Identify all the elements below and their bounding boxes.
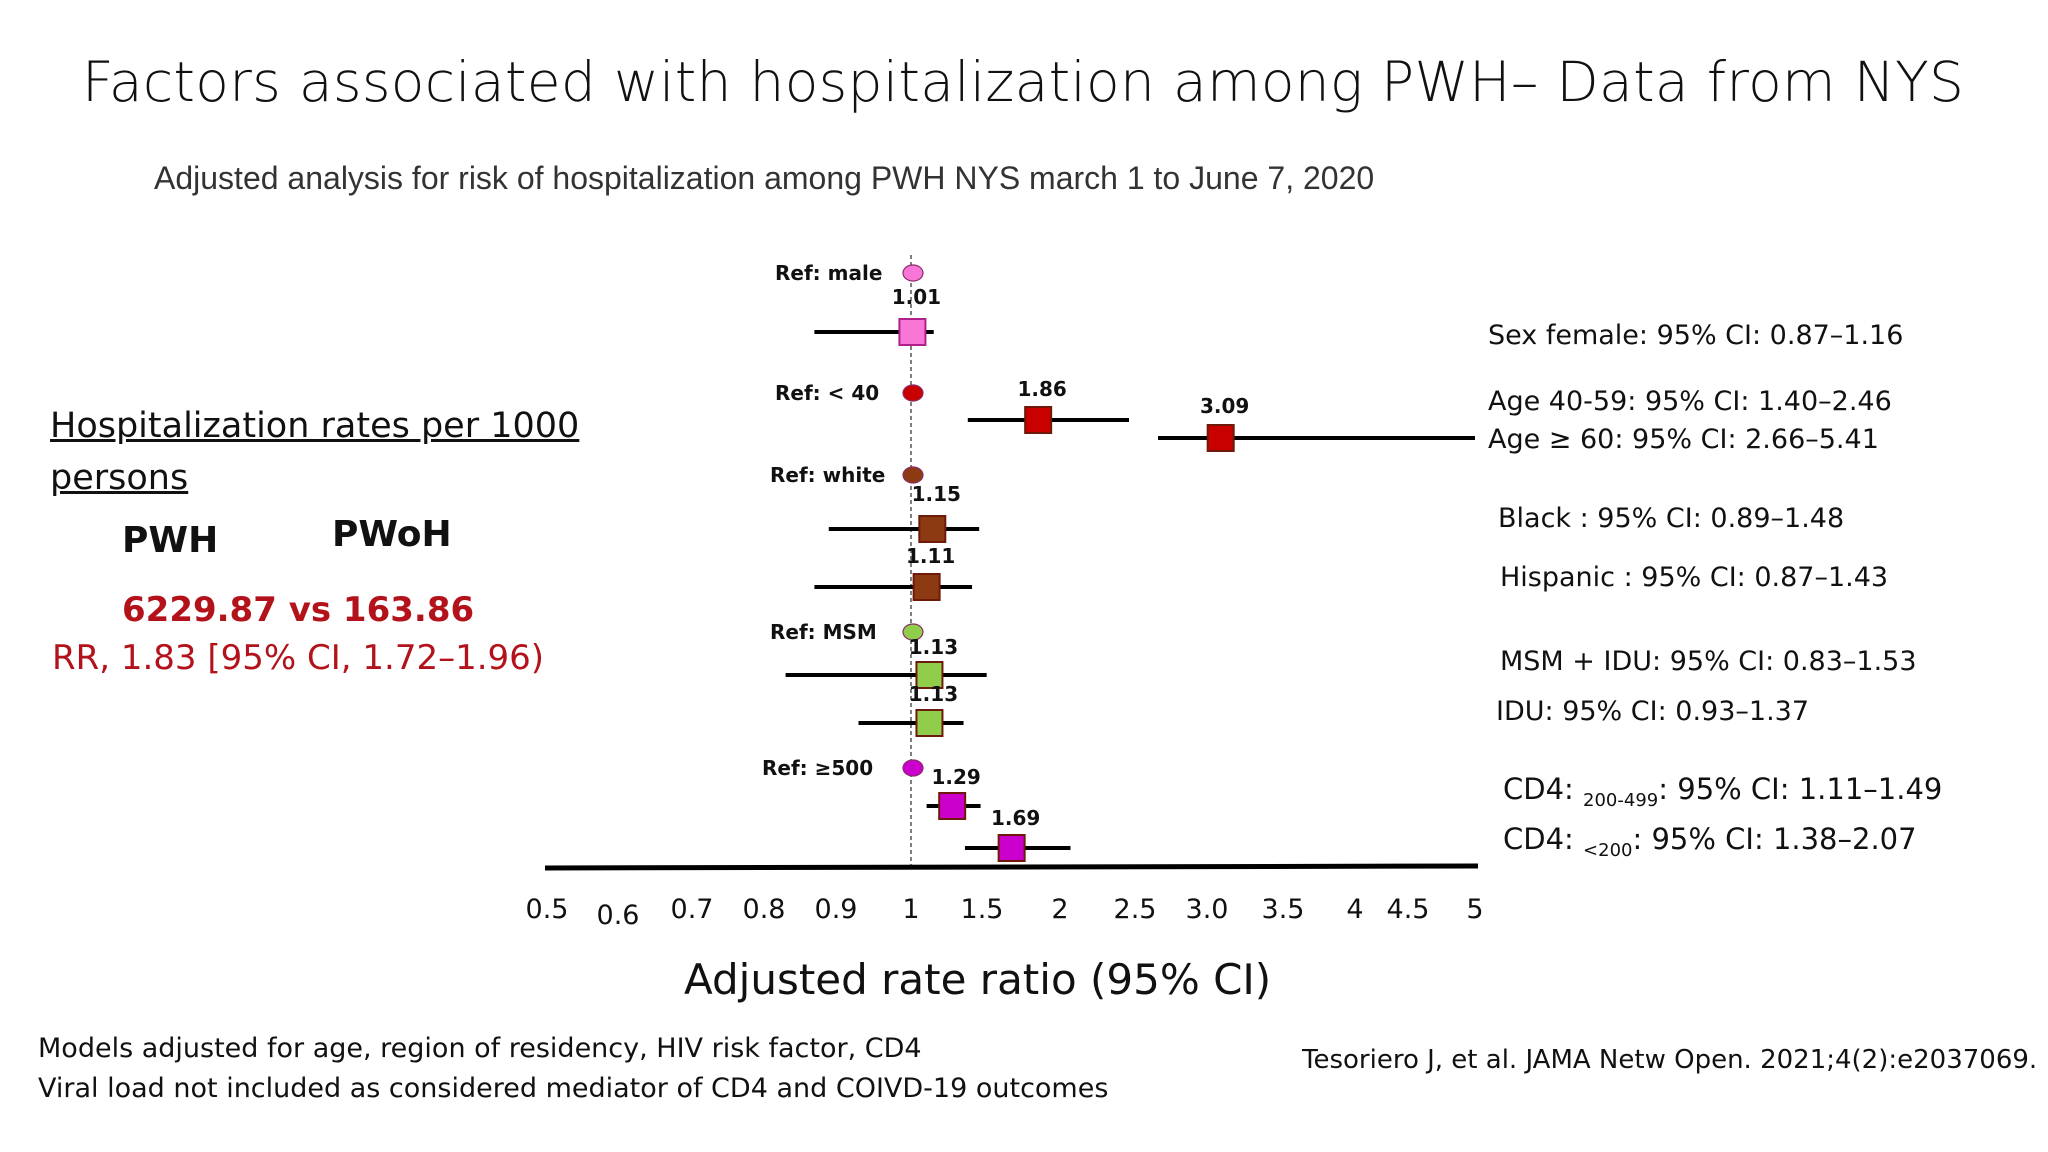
x-tick-label: 0.5 (526, 894, 569, 925)
ci-cd4-under-200: CD4: <200: 95% CI: 1.38–2.07 (1503, 822, 1917, 861)
ci-hispanic: Hispanic : 95% CI: 0.87–1.43 (1500, 562, 1889, 593)
estimate-marker (938, 792, 967, 820)
estimate-label: 1.15 (912, 482, 961, 506)
reference-marker (902, 384, 924, 402)
ci-black: Black : 95% CI: 0.89–1.48 (1498, 503, 1845, 534)
ci-idu: IDU: 95% CI: 0.93–1.37 (1496, 696, 1810, 727)
x-tick-label: 4.5 (1387, 894, 1430, 925)
x-axis-line (544, 863, 1479, 871)
ci-age-60: Age ≥ 60: 95% CI: 2.66–5.41 (1488, 424, 1879, 455)
reference-label: Ref: MSM (770, 620, 877, 644)
reference-marker (902, 466, 924, 484)
x-tick-label: 1.5 (961, 894, 1004, 925)
x-tick-label: 0.8 (743, 894, 786, 925)
rate-ratio-text: RR, 1.83 [95% CI, 1.72–1.96) (52, 638, 545, 678)
ci-sex-female: Sex female: 95% CI: 0.87–1.16 (1488, 320, 1904, 351)
estimate-marker (997, 834, 1026, 862)
estimate-marker (1024, 406, 1053, 434)
estimate-label: 1.86 (1017, 377, 1066, 401)
estimate-marker (1206, 424, 1235, 452)
x-tick-label: 0.6 (597, 900, 640, 931)
x-tick-label: 0.9 (815, 894, 858, 925)
estimate-label: 1.01 (892, 285, 941, 309)
reference-marker (902, 759, 924, 777)
reference-label: Ref: male (775, 261, 882, 285)
slide-title: Factors associated with hospitalization … (82, 50, 1965, 114)
x-tick-label: 4 (1346, 894, 1363, 925)
ci-msm-idu: MSM + IDU: 95% CI: 0.83–1.53 (1500, 646, 1917, 677)
x-axis-label: Adjusted rate ratio (95% CI) (684, 955, 1272, 1004)
pwh-label: PWH (122, 520, 219, 561)
x-tick-label: 2 (1051, 894, 1068, 925)
estimate-label: 1.69 (991, 806, 1040, 830)
x-tick-label: 3.0 (1186, 894, 1229, 925)
slide-subtitle: Adjusted analysis for risk of hospitaliz… (154, 160, 1375, 196)
estimate-marker (912, 573, 941, 601)
estimate-label: 1.29 (932, 765, 981, 789)
x-tick-label: 1 (902, 894, 919, 925)
reference-marker (902, 623, 924, 641)
reference-label: Ref: < 40 (775, 381, 879, 405)
footnote-viral-load: Viral load not included as considered me… (38, 1073, 1109, 1104)
plot-marks: Ref: male 1.01 Ref: < 40 1.86 3.09 Ref: white… (762, 261, 1475, 862)
x-tick-label: 0.7 (671, 894, 714, 925)
reference-marker (902, 264, 924, 282)
estimate-marker (918, 515, 947, 543)
ci-age-40-59: Age 40-59: 95% CI: 1.40–2.46 (1488, 386, 1892, 417)
reference-label: Ref: ≥500 (762, 756, 873, 780)
footnote-models-adjusted: Models adjusted for age, region of resid… (38, 1033, 922, 1064)
estimate-marker (898, 318, 927, 346)
estimate-label: 1.11 (906, 544, 955, 568)
pwoh-label: PWoH (332, 514, 452, 555)
estimate-label: 1.13 (909, 635, 958, 659)
hospitalization-rates-values: 6229.87 vs 163.86 (122, 590, 475, 630)
x-axis-ticks: 0.5 0.6 0.7 0.8 0.9 1 1.5 2 2.5 3.0 3.5 4 4.5 5 (526, 894, 1484, 931)
x-tick-label: 2.5 (1114, 894, 1157, 925)
estimate-marker (915, 709, 944, 737)
estimate-label: 3.09 (1200, 394, 1249, 418)
x-tick-label: 3.5 (1262, 894, 1305, 925)
estimate-label: 1.13 (909, 682, 958, 706)
citation: Tesoriero J, et al. JAMA Netw Open. 2021… (1302, 1045, 2038, 1075)
x-tick-label: 5 (1466, 894, 1483, 925)
estimate-marker (915, 661, 944, 689)
reference-label: Ref: white (770, 463, 885, 487)
ci-cd4-200-499: CD4: 200-499: 95% CI: 1.11–1.49 (1503, 772, 1943, 811)
hospitalization-rates-heading: Hospitalization rates per 1000 persons (50, 406, 580, 498)
